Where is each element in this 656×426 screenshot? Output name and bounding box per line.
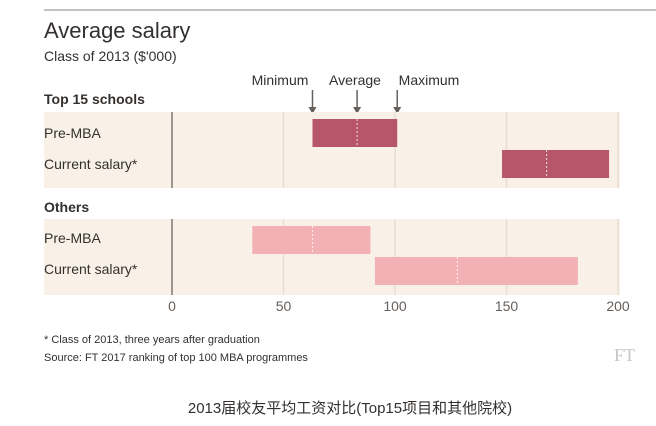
footnote: * Class of 2013, three years after gradu… <box>44 334 260 346</box>
legend-arrows <box>308 90 402 114</box>
x-tick-label: 0 <box>168 298 176 314</box>
chart-title: Average salary <box>44 18 190 43</box>
caption: 2013届校友平均工资对比(Top15项目和其他院校) <box>188 399 512 417</box>
group-header-others: Others <box>44 199 89 215</box>
group-header-top15: Top 15 schools <box>44 91 145 107</box>
range-bar <box>502 150 610 178</box>
legend-average: Average <box>329 72 381 88</box>
range-bar <box>312 119 398 147</box>
chart-subtitle: Class of 2013 ($'000) <box>44 48 177 64</box>
legend-arrow-head <box>393 107 402 114</box>
source-note: Source: FT 2017 ranking of top 100 MBA p… <box>44 352 308 364</box>
x-tick-label: 150 <box>495 298 519 314</box>
ft-logo: FT <box>614 345 635 365</box>
x-tick-label: 50 <box>276 298 292 314</box>
row-label-others-current: Current salary* <box>44 261 138 277</box>
legend-arrow-head <box>308 107 317 114</box>
row-label-others-premba: Pre-MBA <box>44 230 101 246</box>
row-label-top15-current: Current salary* <box>44 156 138 172</box>
range-bars <box>252 119 610 285</box>
range-bar <box>374 257 578 285</box>
legend-minimum: Minimum <box>252 72 309 88</box>
grid-lines <box>171 112 619 295</box>
x-tick-label: 200 <box>606 298 630 314</box>
x-tick-label: 100 <box>383 298 407 314</box>
row-label-top15-premba: Pre-MBA <box>44 125 101 141</box>
range-bar <box>252 226 371 254</box>
x-axis-ticks: 0 50 100 150 200 <box>168 298 630 314</box>
legend-arrow-head <box>353 107 362 114</box>
legend-maximum: Maximum <box>399 72 460 88</box>
